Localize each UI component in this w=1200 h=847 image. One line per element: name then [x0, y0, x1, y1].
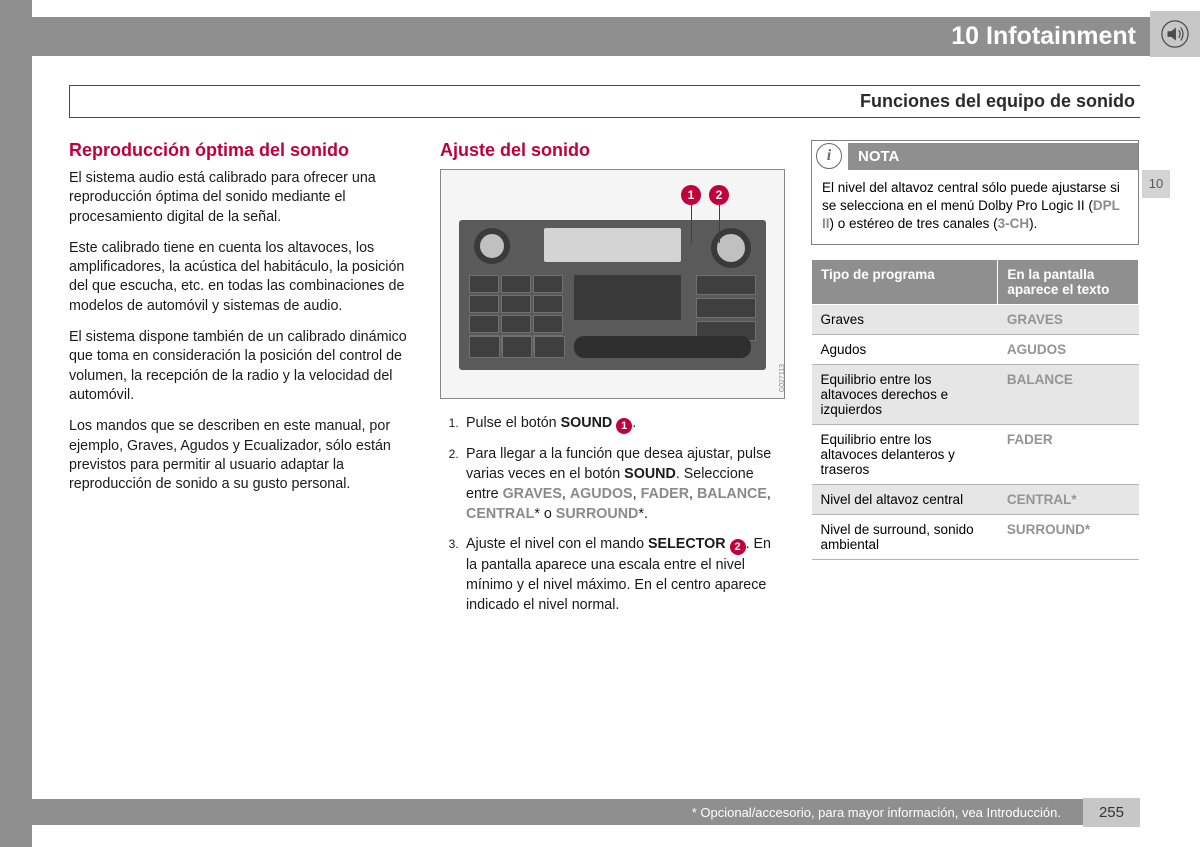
- heading-reproduction: Reproducción óptima del sonido: [69, 140, 414, 161]
- figure-code: G027113: [779, 364, 786, 392]
- note-body: El nivel del altavoz central sólo puede …: [812, 171, 1138, 244]
- cell-code: AGUDOS: [998, 334, 1139, 364]
- th-program-type: Tipo de programa: [812, 259, 998, 304]
- cell-desc: Equilibrio entre los altavoces derechos …: [812, 364, 998, 424]
- callout-1: 1: [681, 185, 701, 205]
- radio-display: [544, 228, 681, 262]
- content-columns: Reproducción óptima del sonido El sistem…: [69, 140, 1140, 625]
- chapter-icon-box: [1150, 11, 1200, 57]
- cell-code: CENTRAL*: [998, 484, 1139, 514]
- cell-desc: Graves: [812, 304, 998, 334]
- badge-1-icon: 1: [616, 418, 632, 434]
- page-footer: * Opcional/accesorio, para mayor informa…: [32, 799, 1140, 825]
- step-3: Ajuste el nivel con el mando SELECTOR 2.…: [462, 534, 785, 615]
- column-3: i NOTA El nivel del altavoz central sólo…: [811, 140, 1139, 625]
- th-display-text: En la pantalla aparece el texto: [998, 259, 1139, 304]
- cell-code: SURROUND*: [998, 514, 1139, 559]
- column-2: Ajuste del sonido 1 2 G027113: [440, 140, 785, 625]
- chapter-number: 10: [951, 22, 979, 50]
- chapter-name: Infotainment: [986, 22, 1136, 50]
- info-icon: i: [816, 143, 842, 169]
- radio-mid-buttons: [574, 275, 681, 320]
- footer-note: * Opcional/accesorio, para mayor informa…: [692, 805, 1061, 820]
- left-margin-bar: [0, 0, 32, 847]
- table-row: Nivel de surround, sonido ambientalSURRO…: [812, 514, 1139, 559]
- cell-desc: Agudos: [812, 334, 998, 364]
- heading-adjust: Ajuste del sonido: [440, 140, 785, 161]
- sound-options-table: Tipo de programa En la pantalla aparece …: [811, 259, 1139, 560]
- note-title: NOTA: [848, 143, 1138, 170]
- knob-selector: [711, 228, 751, 268]
- section-title-bar: Funciones del equipo de sonido: [69, 85, 1140, 118]
- para-3: El sistema dispone también de un calibra…: [69, 328, 414, 405]
- cell-desc: Nivel del altavoz central: [812, 484, 998, 514]
- column-1: Reproducción óptima del sonido El sistem…: [69, 140, 414, 625]
- chapter-title: 10 Infotainment: [32, 17, 1150, 56]
- table-row: Equilibrio entre los altavoces derechos …: [812, 364, 1139, 424]
- cd-slot: [574, 336, 751, 358]
- knob-power: [474, 228, 510, 264]
- callout-2: 2: [709, 185, 729, 205]
- radio-right-buttons: [696, 275, 756, 341]
- table-row: AgudosAGUDOS: [812, 334, 1139, 364]
- cell-desc: Nivel de surround, sonido ambiental: [812, 514, 998, 559]
- step-1: Pulse el botón SOUND 1.: [462, 413, 785, 434]
- cell-desc: Equilibrio entre los altavoces delantero…: [812, 424, 998, 484]
- radio-scan-row: [469, 336, 565, 358]
- cell-code: FADER: [998, 424, 1139, 484]
- steps-list: Pulse el botón SOUND 1. Para llegar a la…: [440, 413, 785, 615]
- step-2: Para llegar a la función que desea ajust…: [462, 444, 785, 524]
- para-2: Este calibrado tiene en cuenta los altav…: [69, 239, 414, 316]
- page-number: 255: [1083, 798, 1140, 827]
- table-row: GravesGRAVES: [812, 304, 1139, 334]
- side-tab: 10: [1142, 170, 1170, 198]
- badge-2-icon: 2: [730, 539, 746, 555]
- note-box: i NOTA El nivel del altavoz central sólo…: [811, 140, 1139, 245]
- table-row: Nivel del altavoz centralCENTRAL*: [812, 484, 1139, 514]
- radio-figure: 1 2 G027113: [440, 169, 785, 399]
- para-4: Los mandos que se describen en este manu…: [69, 417, 414, 494]
- para-1: El sistema audio está calibrado para ofr…: [69, 169, 414, 227]
- speaker-icon: [1160, 19, 1190, 49]
- cell-code: GRAVES: [998, 304, 1139, 334]
- chapter-header: 10 Infotainment: [32, 18, 1200, 54]
- cell-code: BALANCE: [998, 364, 1139, 424]
- table-row: Equilibrio entre los altavoces delantero…: [812, 424, 1139, 484]
- note-header: i NOTA: [812, 141, 1138, 171]
